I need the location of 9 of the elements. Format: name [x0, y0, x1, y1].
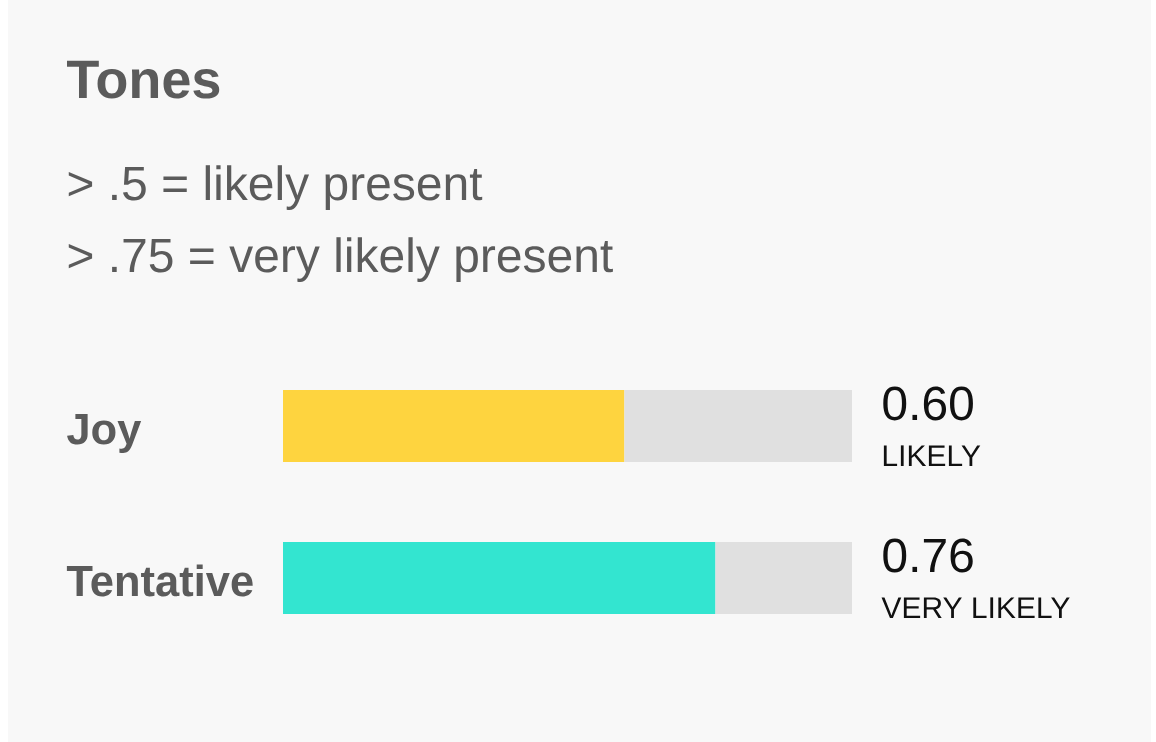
y-tick-label: Tentative — [66, 564, 253, 597]
data-label: 0.60 — [883, 386, 973, 421]
text: > .5 = likely present — [68, 165, 483, 210]
data-label: 0.76 — [883, 538, 973, 573]
annotation: LIKELY — [883, 445, 981, 466]
annotation: VERY LIKELY — [881, 597, 1070, 618]
chart-title: Tones — [66, 60, 220, 99]
y-tick-label: Joy — [67, 414, 142, 454]
text: > .75 = very likely present — [68, 237, 613, 282]
